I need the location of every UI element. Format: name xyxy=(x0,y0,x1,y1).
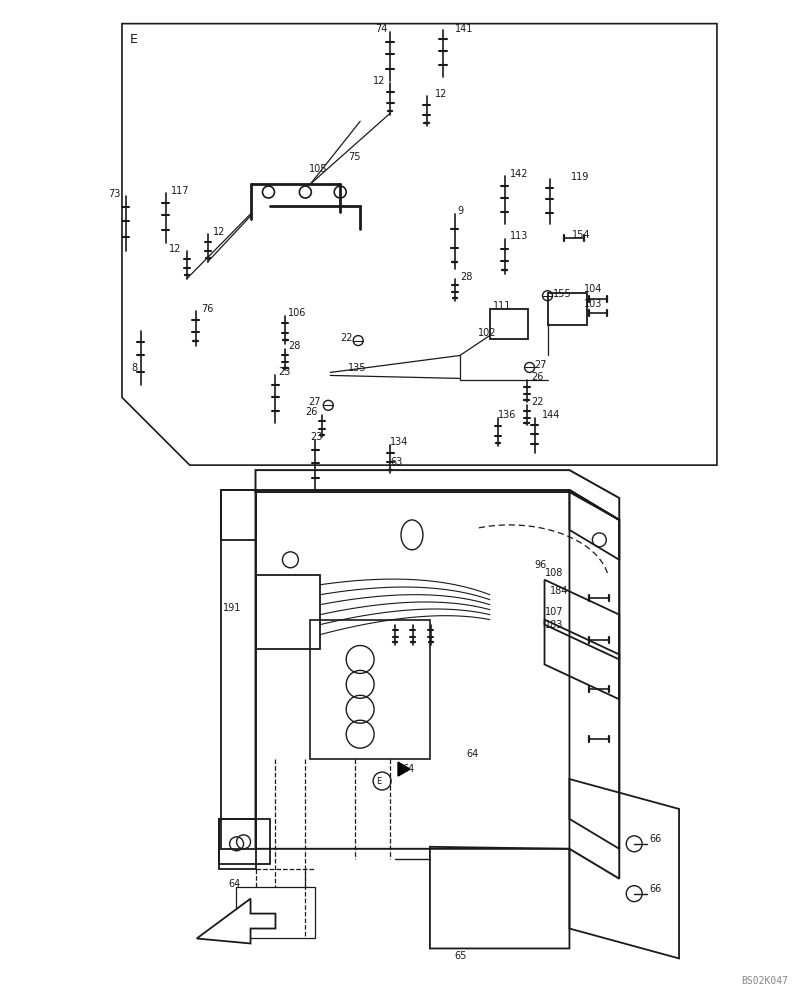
Text: 12: 12 xyxy=(212,227,225,237)
Text: 104: 104 xyxy=(584,284,602,294)
Text: 119: 119 xyxy=(571,172,589,182)
Polygon shape xyxy=(196,899,275,943)
Text: 64: 64 xyxy=(229,879,241,889)
Text: 136: 136 xyxy=(497,410,516,420)
Text: 22: 22 xyxy=(531,397,543,407)
Text: 102: 102 xyxy=(477,328,496,338)
Text: 12: 12 xyxy=(169,244,181,254)
Text: E: E xyxy=(376,777,381,786)
Text: 26: 26 xyxy=(305,407,317,417)
Text: 108: 108 xyxy=(544,568,562,578)
Text: 96: 96 xyxy=(534,560,546,570)
Text: 117: 117 xyxy=(170,186,189,196)
Text: 183: 183 xyxy=(544,620,562,630)
Text: 9: 9 xyxy=(457,206,463,216)
Text: 64: 64 xyxy=(466,749,478,759)
Bar xyxy=(489,309,527,339)
Text: 12: 12 xyxy=(372,76,385,86)
Text: 28: 28 xyxy=(459,272,472,282)
Text: 111: 111 xyxy=(492,301,510,311)
Text: 191: 191 xyxy=(222,603,241,613)
Text: 75: 75 xyxy=(348,152,360,162)
Text: 73: 73 xyxy=(108,189,120,199)
Text: 66: 66 xyxy=(648,834,661,844)
Text: 22: 22 xyxy=(340,333,352,343)
Text: 113: 113 xyxy=(509,231,527,241)
Polygon shape xyxy=(397,762,410,776)
Text: 8: 8 xyxy=(131,363,137,373)
Text: 144: 144 xyxy=(541,410,560,420)
Text: 23: 23 xyxy=(310,432,322,442)
Text: 107: 107 xyxy=(544,607,562,617)
Text: 135: 135 xyxy=(348,363,367,373)
Text: 142: 142 xyxy=(509,169,527,179)
Text: BS02K047: BS02K047 xyxy=(740,976,787,986)
Text: 103: 103 xyxy=(584,299,602,309)
Text: 154: 154 xyxy=(572,230,590,240)
Text: 74: 74 xyxy=(375,24,387,34)
Text: 66: 66 xyxy=(648,884,661,894)
Text: 106: 106 xyxy=(288,308,307,318)
Text: 105: 105 xyxy=(309,164,328,174)
Text: E: E xyxy=(130,33,138,46)
Text: 23: 23 xyxy=(278,367,290,377)
Bar xyxy=(235,887,315,938)
Text: 63: 63 xyxy=(389,457,401,467)
Text: 141: 141 xyxy=(454,24,473,34)
Bar xyxy=(547,293,586,325)
Text: 76: 76 xyxy=(200,304,212,314)
Text: 134: 134 xyxy=(389,437,408,447)
Text: 12: 12 xyxy=(435,89,447,99)
Text: 28: 28 xyxy=(288,341,300,351)
Text: 65: 65 xyxy=(454,951,466,961)
Text: 184: 184 xyxy=(549,586,567,596)
Text: 64: 64 xyxy=(401,764,414,774)
Text: 26: 26 xyxy=(531,372,543,382)
Text: 27: 27 xyxy=(534,360,547,370)
Text: 27: 27 xyxy=(308,397,320,407)
Text: 155: 155 xyxy=(551,289,570,299)
